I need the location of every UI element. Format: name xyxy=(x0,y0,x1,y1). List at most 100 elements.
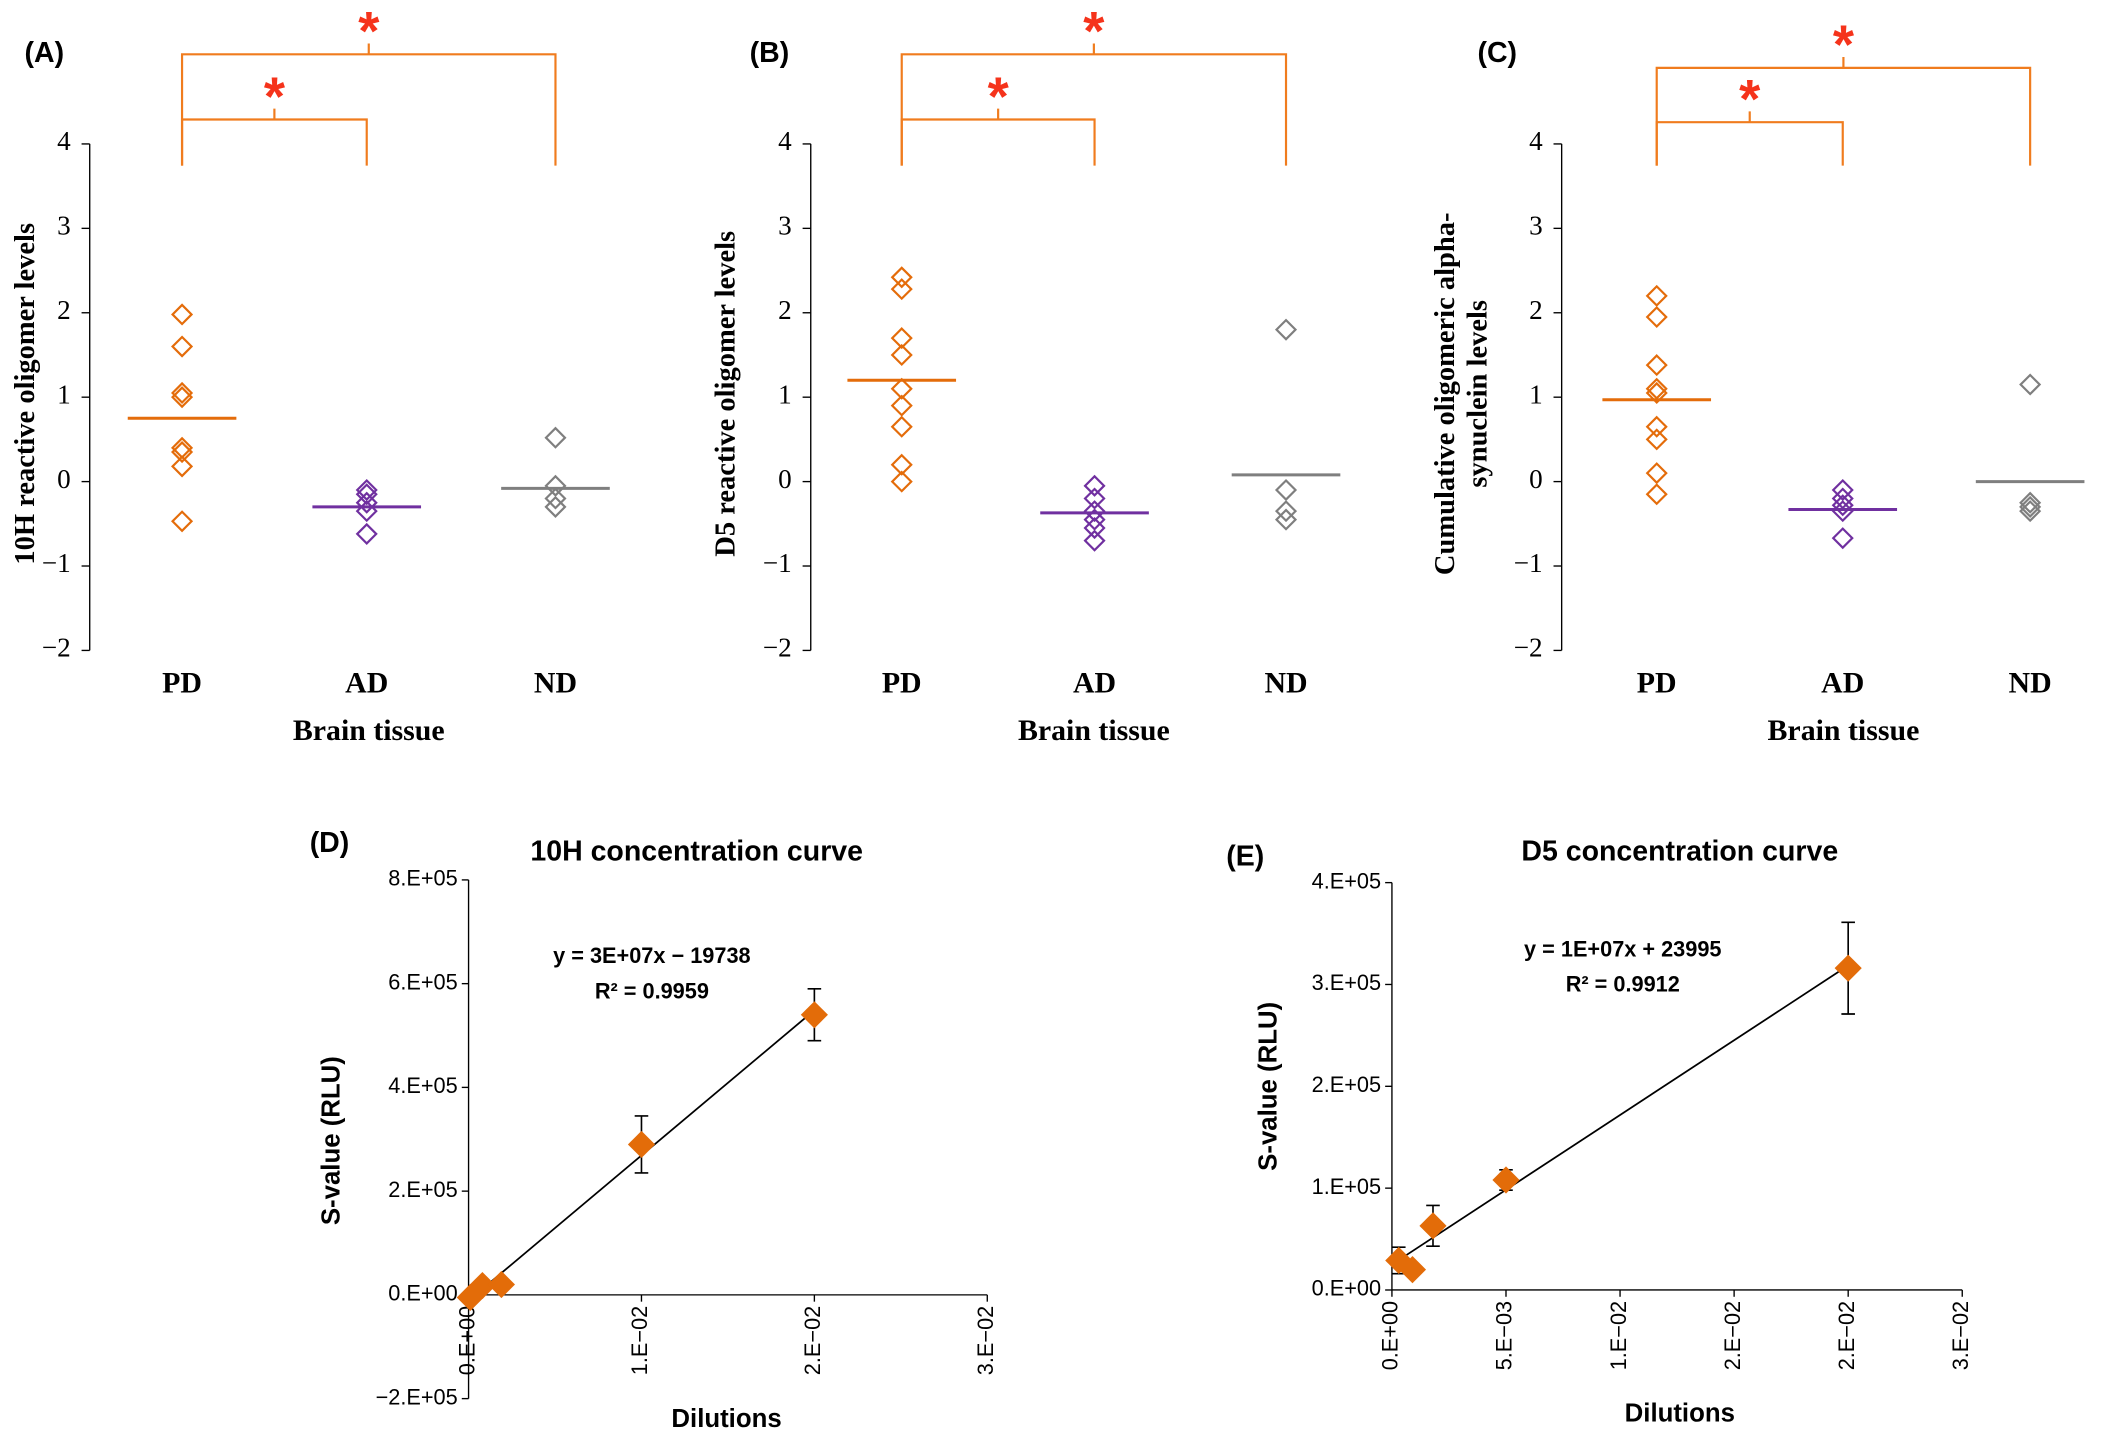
data-point xyxy=(627,1130,656,1159)
y-tick-label: 4.E+05 xyxy=(1312,868,1381,893)
data-point xyxy=(544,487,567,510)
y-tick-label: −1 xyxy=(763,548,792,578)
data-point xyxy=(1083,508,1106,531)
y-tick-label: 2.E+05 xyxy=(1312,1072,1381,1097)
x-axis-label: Brain tissue xyxy=(1018,714,1170,747)
data-point xyxy=(1834,954,1862,982)
data-point xyxy=(1083,487,1106,510)
data-point xyxy=(1645,305,1668,329)
data-point xyxy=(890,377,913,400)
y-tick-label: 2.E+05 xyxy=(388,1177,457,1202)
y-tick-label: 4 xyxy=(57,126,71,156)
y-tick-label: 0 xyxy=(1529,464,1543,494)
data-point xyxy=(1492,1166,1520,1194)
y-axis-label: S-value (RLU) xyxy=(318,1056,346,1225)
data-point xyxy=(355,483,378,506)
data-point xyxy=(1083,516,1106,540)
y-tick-label: 0 xyxy=(57,464,71,494)
x-axis-label: Dilutions xyxy=(1625,1400,1735,1428)
y-tick-label: −2 xyxy=(763,633,792,663)
data-point xyxy=(171,386,194,409)
y-axis-label: synuclein levels xyxy=(1463,300,1494,488)
x-tick-label: PD xyxy=(162,667,202,700)
x-tick-label: 2.E−02 xyxy=(1834,1301,1859,1370)
data-point xyxy=(544,474,567,497)
data-point xyxy=(1083,474,1106,497)
y-tick-label: 4.E+05 xyxy=(388,1073,457,1098)
panel-label: (E) xyxy=(1226,841,1264,873)
x-tick-label: 1.E−02 xyxy=(627,1306,652,1375)
significance-bracket xyxy=(1655,57,2032,166)
x-tick-label: ND xyxy=(534,667,577,700)
y-tick-label: 0 xyxy=(778,464,792,494)
y-tick-label: 2 xyxy=(778,295,792,325)
data-point xyxy=(1274,318,1298,341)
data-point xyxy=(1645,462,1668,485)
data-point xyxy=(487,1270,515,1299)
data-point xyxy=(1831,500,1854,523)
x-tick-label: AD xyxy=(345,667,388,700)
data-point xyxy=(544,495,567,518)
data-point xyxy=(890,415,913,438)
data-point xyxy=(355,478,378,502)
data-point xyxy=(1398,1256,1427,1284)
y-tick-label: 3.E+05 xyxy=(1312,970,1381,995)
x-tick-label: 5.E−03 xyxy=(1492,1301,1517,1370)
data-point xyxy=(1645,428,1668,451)
data-point xyxy=(1274,508,1298,531)
significance-label: * xyxy=(1833,14,1855,75)
data-point xyxy=(1645,381,1668,405)
data-point xyxy=(890,266,913,289)
y-tick-label: 1 xyxy=(778,379,792,409)
data-point xyxy=(355,491,378,514)
data-point xyxy=(1419,1212,1447,1240)
y-tick-label: −1 xyxy=(42,548,71,578)
panel-label: (C) xyxy=(1477,37,1517,69)
data-point xyxy=(2019,500,2042,523)
x-tick-label: 3.E−02 xyxy=(973,1306,998,1375)
significance-label: * xyxy=(264,66,286,127)
y-tick-label: 2 xyxy=(1529,295,1543,325)
data-point xyxy=(2019,373,2042,396)
y-tick-label: −2.E+05 xyxy=(376,1384,458,1409)
panel-label: (A) xyxy=(25,37,65,69)
data-point xyxy=(890,470,913,493)
x-tick-label: AD xyxy=(1821,667,1864,700)
y-tick-label: 3 xyxy=(1529,211,1543,241)
data-point xyxy=(171,510,194,533)
significance-label: * xyxy=(988,66,1010,127)
equation: y = 1E+07x + 23995 xyxy=(1524,936,1721,961)
trend-line xyxy=(1398,964,1849,1261)
chart-title: 10H concentration curve xyxy=(530,835,863,867)
data-point xyxy=(544,426,567,449)
y-tick-label: −2 xyxy=(42,633,71,663)
x-tick-label: AD xyxy=(1073,667,1116,700)
data-point xyxy=(355,522,378,545)
data-point xyxy=(2019,495,2042,518)
r-squared: R² = 0.9959 xyxy=(595,978,709,1003)
x-tick-label: 0.E+00 xyxy=(454,1306,479,1375)
data-point xyxy=(890,278,913,301)
y-tick-label: 0.E+00 xyxy=(388,1281,457,1306)
y-tick-label: 3 xyxy=(778,211,792,241)
data-point xyxy=(1831,478,1854,502)
data-point xyxy=(171,455,194,478)
data-point xyxy=(1645,483,1668,506)
r-squared: R² = 0.9912 xyxy=(1566,972,1680,997)
data-point xyxy=(890,343,913,367)
data-point xyxy=(171,335,194,358)
equation: y = 3E+07x − 19738 xyxy=(553,943,750,968)
y-axis-label: Cumulative oligomeric alpha- xyxy=(1430,213,1461,576)
data-point xyxy=(1831,494,1854,517)
x-tick-label: ND xyxy=(2009,667,2052,700)
y-tick-label: 0.E+00 xyxy=(1312,1276,1381,1301)
data-point xyxy=(468,1271,496,1300)
x-tick-label: PD xyxy=(1637,667,1677,700)
y-tick-label: 1 xyxy=(1529,379,1543,409)
x-axis-label: Brain tissue xyxy=(293,714,445,747)
x-tick-label: PD xyxy=(882,667,922,700)
data-point xyxy=(1831,527,1854,550)
data-point xyxy=(2019,491,2042,514)
data-point xyxy=(800,1001,828,1029)
data-point xyxy=(890,394,913,417)
